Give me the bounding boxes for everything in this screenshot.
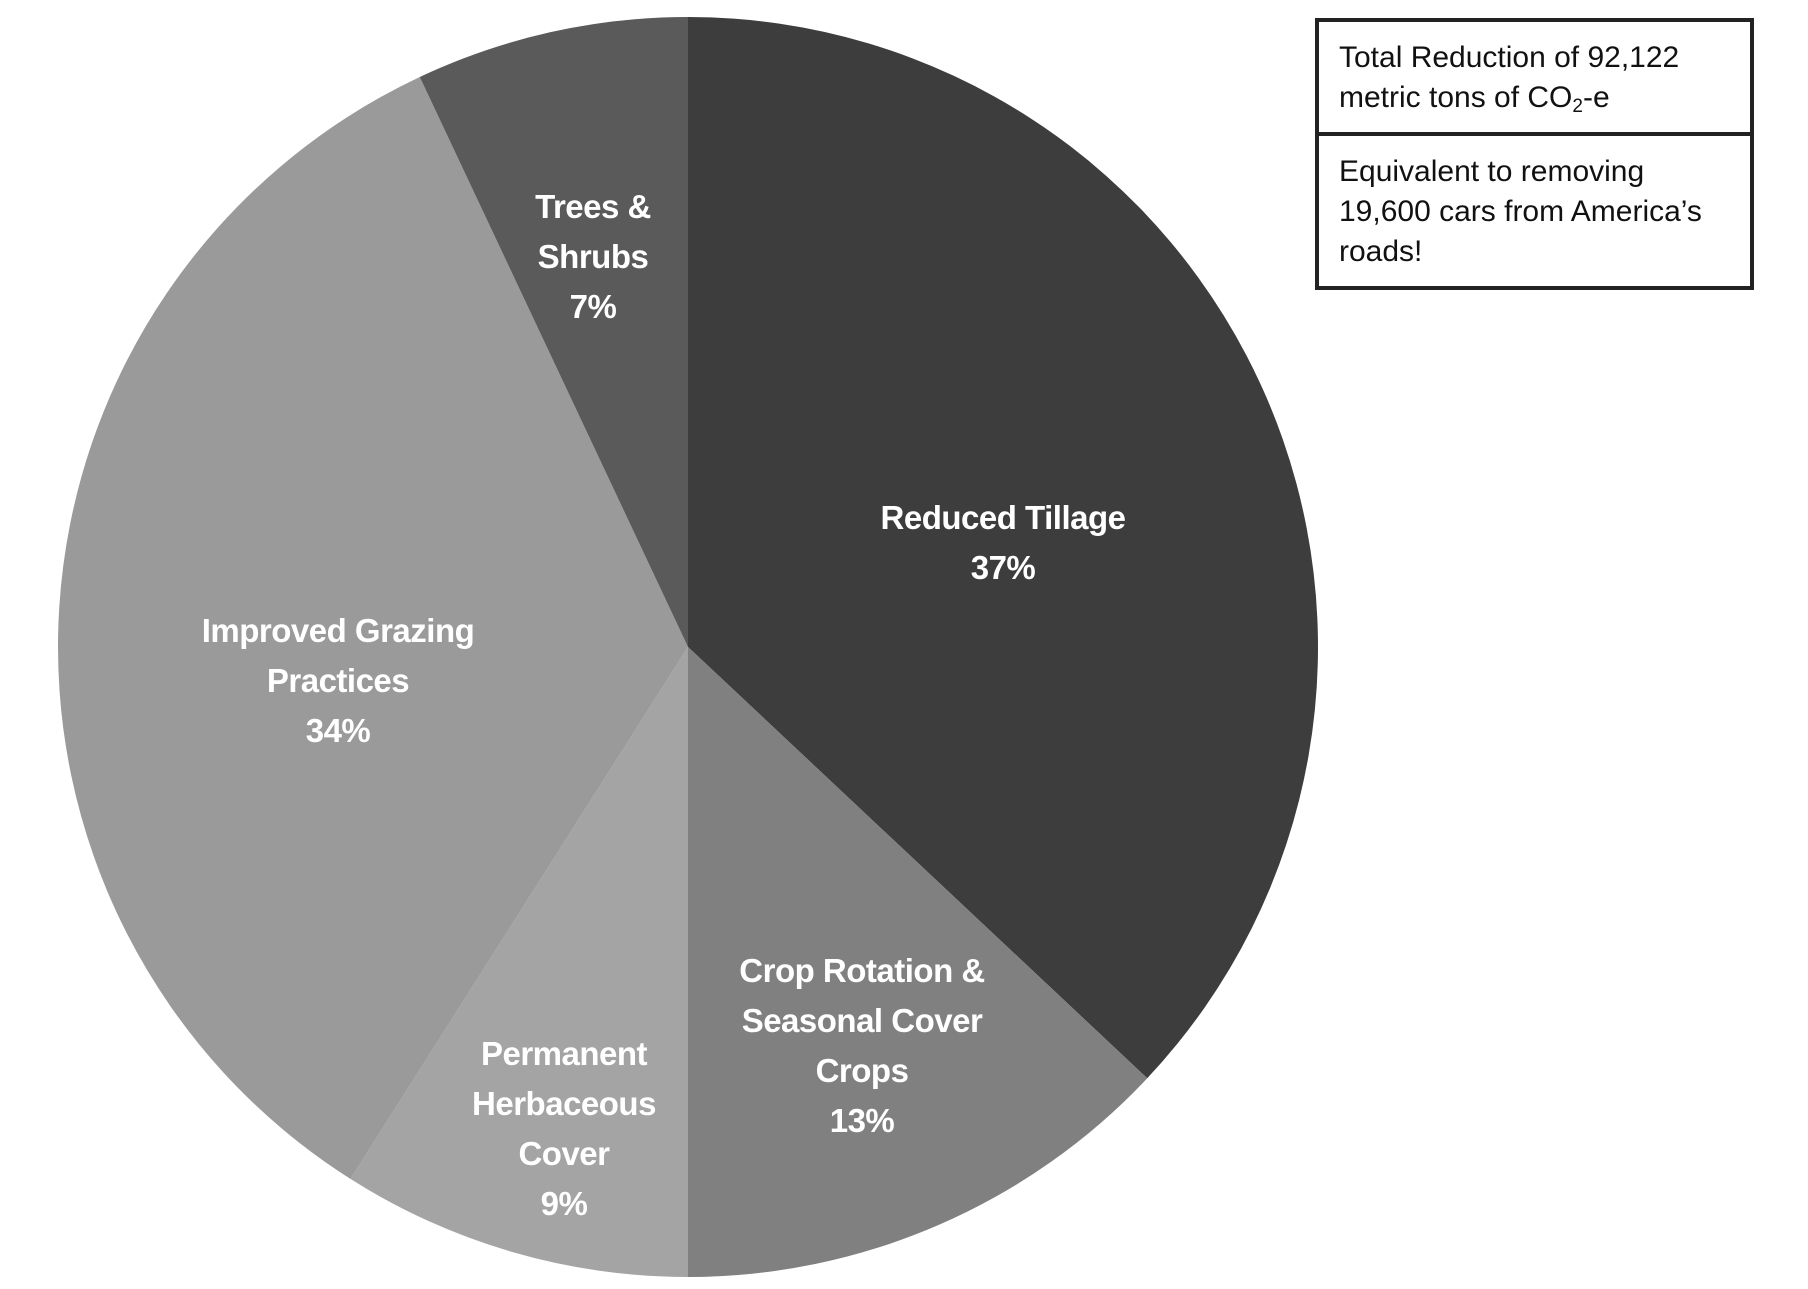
slice-percent-label: 13% xyxy=(830,1102,895,1139)
slice-percent-label: 7% xyxy=(570,288,617,325)
slice-label: Crop Rotation & Seasonal Cover Crops 13% xyxy=(739,952,984,1139)
slice-name-label: Permanent xyxy=(481,1035,648,1072)
total-reduction-line1: Total Reduction of 92,122 xyxy=(1339,41,1680,74)
slice-label: Permanent Herbaceous Cover 9% xyxy=(472,1035,656,1222)
pie-slice-reduced-tillage xyxy=(688,17,1319,1079)
slice-name-label: Trees & xyxy=(535,188,651,225)
slice-name-label: Crop Rotation & xyxy=(739,952,984,989)
total-reduction-line2-suffix: -e xyxy=(1582,81,1610,114)
pie-slice-crop-rotation-seasonal-cover-crops xyxy=(688,647,1148,1277)
slice-percent-label: 9% xyxy=(541,1185,588,1222)
slice-name-label: Cover xyxy=(518,1135,610,1172)
info-box: Total Reduction of 92,122 metric tons of… xyxy=(1315,18,1754,290)
slice-name-label: Practices xyxy=(267,662,409,699)
total-reduction-line2-prefix: metric tons of CO xyxy=(1339,81,1573,114)
pie-slice-trees-shrubs xyxy=(419,17,688,647)
slice-name-label: Shrubs xyxy=(538,238,649,275)
slice-label: Reduced Tillage 37% xyxy=(881,499,1126,586)
slice-label: Trees & Shrubs 7% xyxy=(535,188,651,325)
slice-percent-label: 34% xyxy=(306,712,371,749)
slice-name-label: Seasonal Cover xyxy=(742,1002,983,1039)
slice-label: Improved Grazing Practices 34% xyxy=(202,612,475,749)
slice-name-label: Improved Grazing xyxy=(202,612,475,649)
pie-slice-improved-grazing-practices xyxy=(57,76,689,1179)
pie-slice-permanent-herbaceous-cover xyxy=(350,647,688,1277)
slice-name-label: Crops xyxy=(816,1052,909,1089)
co2-subscript: 2 xyxy=(1572,96,1583,117)
total-reduction-cell: Total Reduction of 92,122 metric tons of… xyxy=(1319,22,1750,132)
slice-percent-label: 37% xyxy=(971,549,1036,586)
equivalent-cell: Equivalent to removing 19,600 cars from … xyxy=(1319,132,1750,286)
slice-name-label: Herbaceous xyxy=(472,1085,656,1122)
slice-name-label: Reduced Tillage xyxy=(881,499,1126,536)
